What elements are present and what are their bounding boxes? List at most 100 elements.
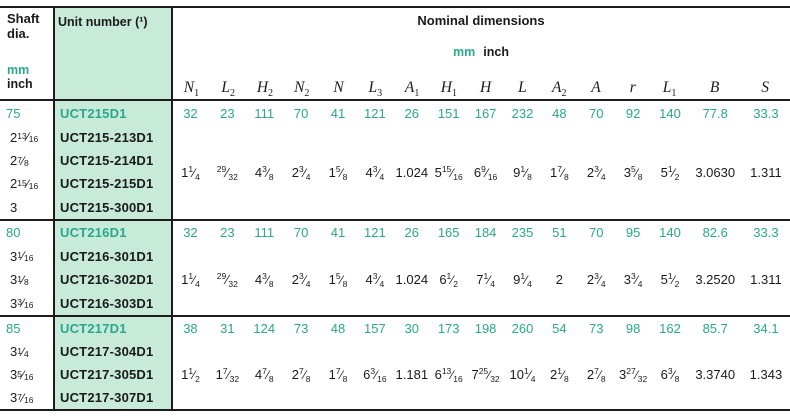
dim-mm-value: 162 (659, 321, 681, 336)
unit-number-variant: UCT215-213D1 (60, 129, 154, 145)
shaft-dia-inch-value: 3 1 ⁄ 4 (10, 344, 29, 359)
dim-inch-value: 51⁄2 (660, 271, 680, 290)
unit-number-variant: UCT215-300D1 (60, 199, 154, 215)
unit-number-variant: UCT216-301D1 (60, 248, 154, 264)
dim-mm-value: 121 (364, 106, 386, 122)
dimensions-mm-row: 32 23 111 70 41 121 26 165 184 235 51 70 95 140 82.6 33… (172, 221, 790, 245)
dim-inch-value: 23⁄4 (586, 163, 606, 182)
col-symbol-l: L (518, 79, 527, 96)
dimensions-inch-row: 11⁄4 29⁄32 43⁄8 23⁄4 15⁄8 43⁄4 1.024 515⁄16 69⁄1… (172, 125, 790, 219)
col-symbol-b: B (709, 79, 720, 96)
dim-inch-value: 63⁄16 (363, 366, 387, 384)
dim-inch-value: 91⁄4 (513, 271, 532, 290)
dim-mm-value: 173 (437, 321, 460, 336)
dim-mm-value: 38 (183, 321, 198, 336)
dim-mm-value: 73 (293, 321, 309, 336)
shaft-dia-header: Shaft dia. mm inch (0, 11, 53, 91)
unit-number-variant: UCT216-302D1 (60, 272, 154, 288)
dim-inch-value: 33⁄4 (623, 271, 643, 290)
col-symbol-n: N (333, 79, 344, 96)
dim-mm-value: 70 (293, 225, 309, 241)
shaft-dia-inch-value: 2 7 ⁄ 8 (10, 153, 29, 169)
unit-number-variant: UCT215-214D1 (60, 153, 154, 169)
col-symbol-l2: L2 (221, 79, 235, 99)
dim-inch-value: 17⁄8 (328, 366, 348, 384)
dim-inch-value: 2 (555, 272, 563, 288)
shaft-dia-inch-value: 3 5 ⁄ 16 (10, 367, 34, 382)
dim-mm-value: 23 (220, 225, 235, 241)
units-inch-label: inch (483, 45, 509, 59)
dim-mm-value: 184 (474, 225, 497, 241)
col-symbol-n1: N1 (183, 79, 200, 99)
dim-inch-value: 27⁄8 (586, 366, 606, 384)
col-symbol-a1: A1 (404, 79, 420, 99)
dim-inch-value: 71⁄4 (476, 271, 495, 290)
dim-mm-value: 32 (183, 106, 198, 122)
dim-inch-value: 3.3740 (695, 367, 736, 382)
dim-mm-value: 157 (364, 321, 386, 336)
dim-mm-value: 54 (552, 321, 567, 336)
col-symbol-n2: N2 (294, 79, 310, 99)
shaft-dia-inch-value: 3 1 ⁄ 8 (10, 272, 29, 288)
unit-number-variant: UCT217-304D1 (60, 344, 154, 359)
col-symbol-h2: H2 (256, 79, 274, 99)
shaft-dia-mm-value: 85 (6, 321, 21, 336)
dim-mm-value: 82.6 (702, 225, 728, 241)
dim-mm-value: 48 (552, 106, 567, 122)
dim-mm-value: 30 (404, 321, 420, 336)
col1-col2-divider (53, 6, 55, 411)
table-top-rule (0, 6, 790, 8)
dim-mm-value: 41 (330, 106, 346, 122)
dim-inch-value: 29⁄32 (216, 271, 238, 290)
table-bottom-rule (0, 409, 790, 411)
dim-inch-value: 51⁄2 (660, 163, 680, 182)
col-symbol-l3: L3 (368, 79, 383, 99)
dim-inch-value: 725⁄32 (471, 366, 500, 384)
dim-inch-value: 1.311 (750, 272, 782, 288)
unit-number-primary: UCT217D1 (60, 321, 127, 336)
units-mm-label: mm (453, 45, 476, 59)
shaft-dia-inch-value: 2 13 ⁄ 16 (10, 129, 39, 145)
dim-mm-value: 95 (625, 225, 641, 241)
dim-inch-value: 11⁄4 (181, 271, 200, 290)
unit-number-primary: UCT216D1 (60, 225, 127, 241)
dimensions-inch-row: 11⁄4 29⁄32 43⁄8 23⁄4 15⁄8 43⁄4 1.024 61⁄2 71⁄4 91… (172, 245, 790, 316)
dim-inch-value: 15⁄8 (328, 271, 348, 290)
dim-mm-value: 140 (659, 106, 681, 122)
unit-number-variant: UCT215-215D1 (60, 176, 154, 192)
dimension-group-85mm: 85 3 1 ⁄ 4 3 5 ⁄ 16 3 7 ⁄ 16 UCT217D1 UCT217-304D1 UCT2… (0, 317, 790, 409)
dim-mm-value: 92 (625, 106, 641, 122)
dim-inch-value: 43⁄8 (254, 271, 274, 290)
shaft-dia-mm-value: 75 (6, 106, 21, 122)
unit-number-primary: UCT215D1 (60, 106, 127, 122)
col-symbol-a: A (591, 79, 601, 96)
dim-inch-value: 23⁄4 (291, 163, 311, 182)
dim-mm-value: 85.7 (702, 321, 728, 336)
dim-inch-value: 27⁄8 (291, 366, 311, 384)
shaft-dia-inch-value: 2 15 ⁄ 16 (10, 176, 39, 192)
dim-mm-value: 33.3 (753, 106, 779, 122)
dim-inch-value: 23⁄4 (586, 271, 606, 290)
dim-inch-value: 101⁄4 (509, 366, 536, 384)
shaft-dia-mm-value: 80 (6, 225, 21, 241)
dim-mm-value: 167 (474, 106, 497, 122)
dim-inch-value: 1.024 (395, 164, 429, 180)
dim-inch-value: 35⁄8 (623, 163, 643, 182)
nominal-dimensions-header: Nominal dimensions mm inch N1 L2 H2 N2 N L3 A1 H… (173, 13, 789, 99)
dim-mm-value: 140 (659, 225, 681, 241)
header-bottom-rule (0, 99, 790, 101)
dim-inch-value: 61⁄2 (439, 271, 459, 290)
dimensions-mm-row: 32 23 111 70 41 121 26 151 167 232 48 70 92 140 77.8 33… (172, 102, 790, 125)
dimension-group-80mm: 80 3 1 ⁄ 16 3 1 ⁄ 8 3 3 ⁄ 16 UCT216D1 UCT216-301D1 UCT2… (0, 221, 790, 315)
dim-mm-value: 31 (220, 321, 235, 336)
dim-mm-value: 26 (404, 225, 420, 241)
dim-inch-value: 3.2520 (695, 272, 736, 288)
dim-mm-value: 124 (253, 321, 276, 336)
col-symbol-s: S (761, 79, 770, 96)
dim-inch-value: 1.343 (749, 367, 783, 382)
dim-inch-value: 1.024 (395, 272, 429, 288)
dim-mm-value: 111 (254, 106, 275, 122)
unit-number-variant: UCT217-305D1 (60, 367, 154, 382)
dim-inch-value: 47⁄8 (254, 366, 274, 384)
